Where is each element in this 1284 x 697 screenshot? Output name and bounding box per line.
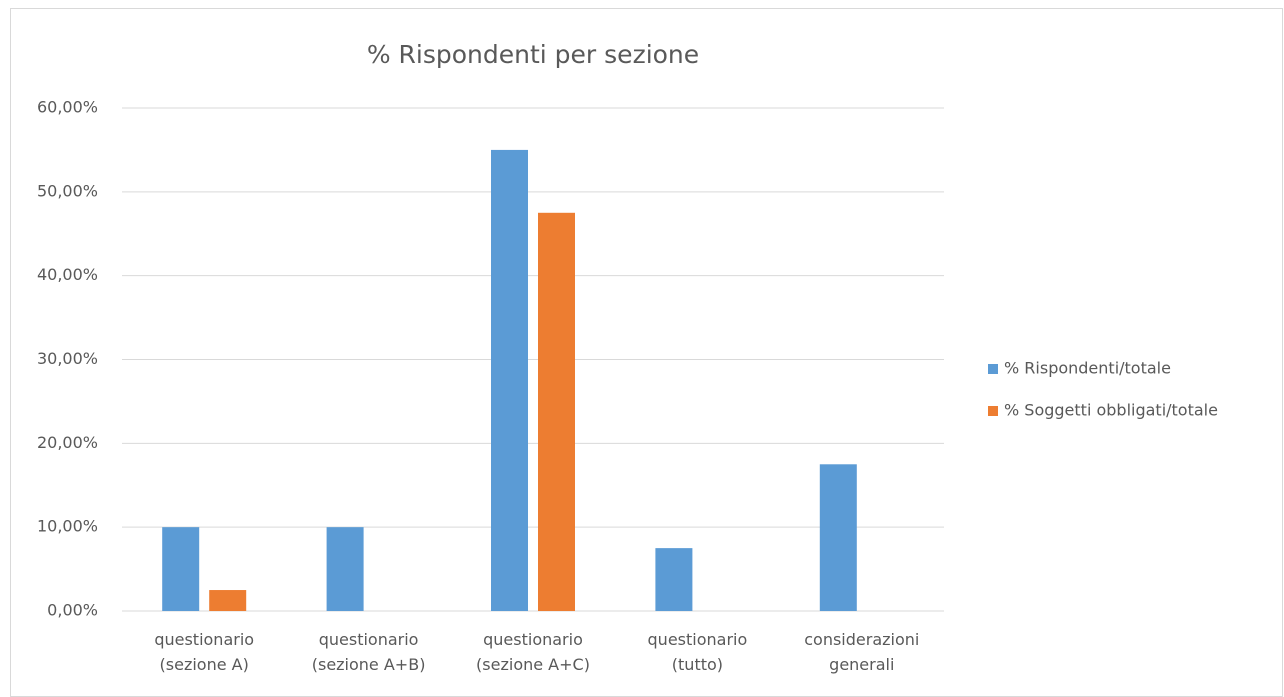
x-tick-line: (sezione A+B) xyxy=(312,655,426,674)
bar xyxy=(819,464,857,611)
y-tick-label: 60,00% xyxy=(37,98,98,117)
legend-label: % Rispondenti/totale xyxy=(1004,359,1171,378)
x-tick-label: questionario (sezione A+B) xyxy=(312,630,426,674)
bar xyxy=(209,590,247,611)
bar xyxy=(162,527,200,611)
x-tick-label: questionario (tutto) xyxy=(648,630,748,674)
legend-swatch xyxy=(988,364,998,374)
legend-swatch xyxy=(988,406,998,416)
chart-border xyxy=(10,8,1283,697)
x-tick-line: generali xyxy=(829,655,894,674)
y-tick-label: 50,00% xyxy=(37,181,98,200)
x-tick-line: (sezione A+C) xyxy=(476,655,590,674)
x-tick-line: (sezione A) xyxy=(160,655,249,674)
x-tick-line: considerazioni xyxy=(804,630,919,649)
x-tick-line: questionario xyxy=(648,630,748,649)
x-tick-label: questionario (sezione A+C) xyxy=(476,630,590,674)
bar xyxy=(326,527,364,611)
bar xyxy=(491,149,528,611)
x-tick-line: (tutto) xyxy=(672,655,723,674)
x-tick-line: questionario xyxy=(483,630,583,649)
y-tick-label: 30,00% xyxy=(37,349,98,368)
bar xyxy=(655,548,693,611)
y-tick-label: 20,00% xyxy=(37,433,98,452)
bar xyxy=(538,212,575,611)
chart-title: % Rispondenti per sezione xyxy=(367,40,699,69)
y-tick-label: 10,00% xyxy=(37,517,98,536)
x-tick-label: questionario (sezione A) xyxy=(154,630,254,674)
y-tick-label: 40,00% xyxy=(37,265,98,284)
x-tick-label: considerazioni generali xyxy=(804,630,919,674)
y-tick-label: 0,00% xyxy=(47,601,98,620)
x-tick-line: questionario xyxy=(319,630,419,649)
x-tick-line: questionario xyxy=(154,630,254,649)
legend-label: % Soggetti obbligati/totale xyxy=(1004,401,1218,420)
